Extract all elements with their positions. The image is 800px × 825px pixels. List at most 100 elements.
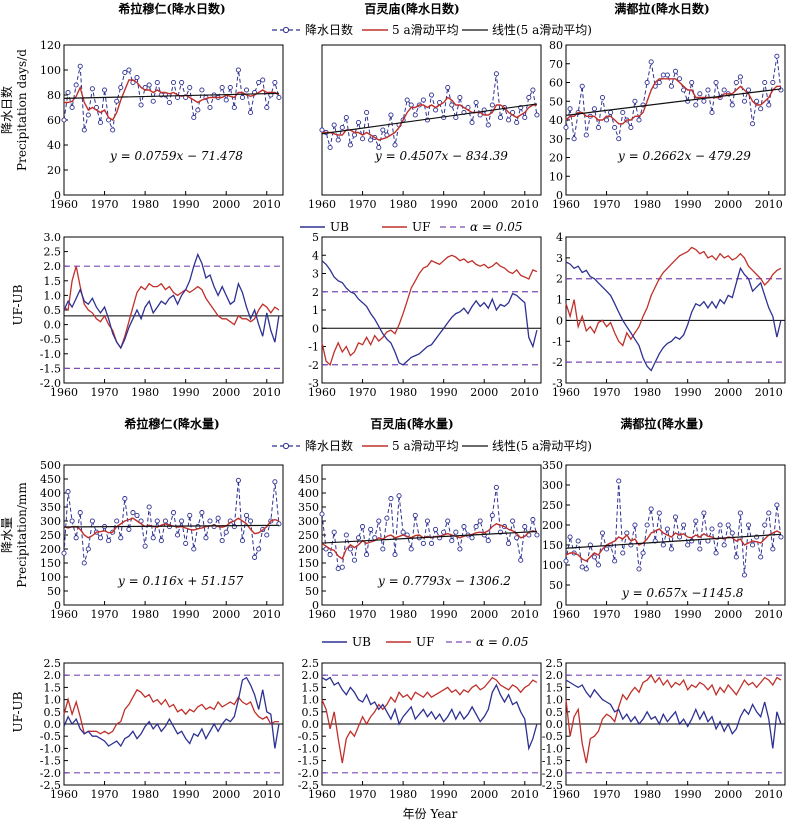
- xtick-label-mk-days-3-2: 1980: [633, 386, 661, 399]
- point-amount-1-1994: [199, 510, 205, 516]
- ytick-label-amount-1-3: 150: [40, 557, 61, 570]
- trend-line-days-1: [63, 92, 279, 99]
- point-amount-2-1978: [392, 552, 398, 558]
- title-days-2: 百灵庙(降水日数): [364, 1, 459, 16]
- ytick-label-days-3-1: 10: [549, 170, 563, 183]
- xtick-label-mk-days-3-3: 1990: [674, 386, 702, 399]
- point-days-3-1986: [668, 83, 674, 89]
- ytick-label-days-1-3: 60: [47, 114, 61, 127]
- xtick-label-mk-days-2-0: 1960: [308, 386, 336, 399]
- ytick-label-amount-3-6: 300: [542, 479, 563, 492]
- point-days-1-2006: [248, 109, 254, 116]
- point-days-3-1983: [656, 79, 662, 86]
- point-days-1-1994: [199, 87, 205, 93]
- point-days-1-1989: [179, 79, 185, 86]
- legend-days-ma-label: 5 a滑动平均: [392, 23, 459, 37]
- series-line-days-3: [565, 56, 782, 139]
- title-amount-1: 希拉穆仁(降水量): [123, 416, 219, 431]
- panel-mk-amount-2: -2.5-2.0-1.5-1.0-0.50.00.51.01.52.02.5 19…: [298, 657, 542, 801]
- point-days-2-1962: [327, 144, 333, 151]
- ytick-label-days-3-2: 20: [549, 152, 563, 165]
- ytick-label-mk-amount-3-4: -0.5: [542, 730, 563, 743]
- point-days-1-1961: [65, 89, 71, 96]
- point-days-3-2010: [766, 102, 772, 108]
- ytick-label-amount-2-5: 250: [298, 529, 319, 542]
- ytick-label-mk-amount-1-1: -2.0: [40, 767, 61, 780]
- ub-line-mk-amount-1: [63, 676, 280, 749]
- point-days-3-1995: [705, 87, 711, 93]
- point-days-3-1992: [693, 102, 699, 108]
- legend-amount-trend-label: 线性(5 a滑动平均): [492, 439, 592, 453]
- point-amount-2-1983: [412, 512, 418, 518]
- point-amount-1-1984: [158, 538, 164, 544]
- ytick-label-mk-days-1-0: -2.0: [40, 377, 61, 390]
- point-days-3-1973: [616, 136, 622, 142]
- point-amount-3-1990: [685, 542, 691, 548]
- point-days-1-1970: [102, 87, 108, 93]
- xtick-label-days-2-1: 1970: [349, 198, 377, 211]
- ytick-label-days-3-4: 40: [549, 114, 563, 127]
- point-amount-3-1994: [701, 510, 707, 516]
- ytick-label-mk-days-1-8: 2.0: [44, 260, 62, 273]
- point-days-1-2012: [272, 79, 278, 86]
- ytick-label-mk-days-1-7: 1.5: [44, 275, 62, 288]
- point-amount-3-1964: [579, 564, 585, 570]
- xtick-label-mk-days-1-0: 1960: [50, 386, 78, 399]
- xtick-label-amount-2-5: 2010: [511, 608, 539, 621]
- point-amount-1-1969: [97, 535, 104, 541]
- point-amount-2-1967: [347, 546, 353, 552]
- point-amount-1-1977: [130, 510, 136, 516]
- ub-line-mk-days-2: [321, 260, 538, 366]
- point-amount-1-1982: [150, 535, 156, 541]
- ytick-label-days-1-5: 100: [40, 64, 61, 77]
- ytick-label-days-3-6: 60: [549, 77, 563, 90]
- xtick-label-mk-amount-2-5: 2010: [511, 788, 539, 801]
- legend-days-series-label: 降水日数: [305, 22, 353, 37]
- xtick-label-days-2-0: 1960: [308, 198, 336, 211]
- point-days-1-2001: [227, 84, 233, 91]
- point-amount-3-1984: [660, 542, 666, 548]
- ylabel-amount-en: Precipitation/mm: [15, 482, 29, 588]
- xtick-label-amount-1-5: 2010: [253, 608, 281, 621]
- legend-mk-days: UB UF α = 0.05: [300, 220, 523, 234]
- point-amount-2-1975: [380, 546, 386, 552]
- point-amount-1-2000: [223, 529, 229, 535]
- point-amount-3-2002: [733, 554, 739, 560]
- ytick-label-mk-days-2-3: 0: [312, 322, 319, 335]
- point-amount-2-2001: [485, 538, 491, 544]
- ytick-label-mk-amount-2-2: -1.5: [298, 755, 319, 768]
- ylabel-mk-days: UF-UB: [11, 284, 25, 325]
- point-amount-2-1988: [433, 526, 439, 532]
- xtick-label-mk-days-2-3: 1990: [430, 386, 458, 399]
- xtick-label-days-2-4: 2000: [470, 198, 498, 211]
- ytick-label-mk-amount-3-6: 0.5: [546, 706, 564, 719]
- ytick-label-mk-days-1-4: 0.0: [44, 319, 62, 332]
- point-amount-1-1983: [154, 518, 160, 524]
- point-days-1-1981: [146, 82, 152, 88]
- ytick-label-amount-3-1: 50: [549, 579, 563, 592]
- ytick-label-amount-2-6: 300: [298, 515, 319, 528]
- point-days-1-2002: [231, 104, 237, 111]
- trend-line-days-3: [565, 88, 782, 116]
- ytick-label-mk-amount-3-3: -1.0: [542, 742, 563, 755]
- point-days-3-1997: [713, 79, 719, 86]
- point-amount-2-1974: [376, 518, 382, 524]
- xtick-label-mk-days-2-2: 1980: [389, 386, 417, 399]
- point-days-2-2010: [522, 114, 528, 121]
- uf-line-mk-days-1: [63, 266, 280, 350]
- point-amount-2-1960: [319, 511, 325, 517]
- point-amount-3-1974: [620, 550, 626, 556]
- point-amount-1-1962: [69, 518, 75, 524]
- point-amount-2-1971: [364, 552, 370, 558]
- ytick-label-days-3-3: 30: [549, 133, 563, 146]
- xtick-label-mk-amount-2-4: 2000: [470, 788, 498, 801]
- point-days-1-1974: [118, 84, 124, 91]
- point-days-2-1987: [428, 92, 435, 98]
- point-days-1-2013: [276, 94, 282, 101]
- xtick-label-amount-2-0: 1960: [308, 608, 336, 621]
- ytick-label-mk-days-2-6: 3: [312, 268, 319, 281]
- point-amount-3-1977: [632, 522, 638, 528]
- point-days-3-1988: [677, 76, 683, 82]
- point-amount-3-1960: [563, 558, 569, 564]
- xtick-label-mk-days-2-1: 1970: [349, 386, 377, 399]
